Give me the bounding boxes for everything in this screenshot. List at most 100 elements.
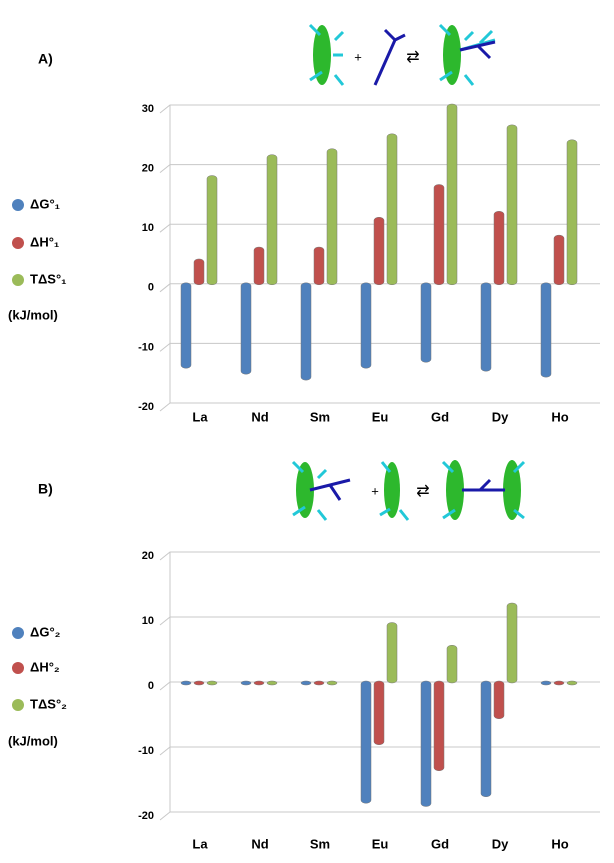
bar: [493, 680, 505, 719]
y-tick-label: 30: [142, 103, 154, 115]
molecule-arms: [308, 23, 345, 86]
ligand: [462, 478, 505, 492]
legend-label: ΔH°₁: [30, 234, 59, 249]
x-tick-label: Nd: [251, 409, 268, 424]
x-tick-label: Sm: [310, 409, 330, 424]
x-tick-label: Dy: [492, 409, 509, 424]
bar: [480, 680, 492, 797]
grid-line: [159, 616, 600, 626]
grid-line: [159, 551, 600, 561]
bar: [300, 680, 312, 686]
grid-line: [159, 164, 600, 173]
molecule: [296, 462, 314, 518]
bar: [300, 282, 312, 381]
x-tick-label: Ho: [551, 836, 568, 851]
y-tick-label: 10: [142, 222, 154, 234]
grid-line: [159, 746, 600, 756]
bar: [253, 246, 265, 286]
bar: [326, 148, 338, 286]
bar: [206, 680, 218, 686]
legend-marker: [12, 662, 24, 674]
legend-label: ΔH°₂: [30, 659, 60, 674]
legend-marker: [12, 199, 24, 211]
bar: [386, 133, 398, 286]
x-tick-label: Nd: [251, 836, 268, 851]
bar: [446, 103, 458, 286]
y-tick-label: 0: [148, 282, 154, 294]
bar: [313, 680, 325, 686]
unit-label: (kJ/mol): [8, 733, 58, 748]
bar: [433, 184, 445, 286]
y-tick-label: 20: [142, 550, 154, 562]
ligand: [309, 478, 351, 501]
y-tick-label: 20: [142, 163, 154, 175]
bar: [386, 622, 398, 684]
bar: [420, 282, 432, 363]
legend-marker: [12, 237, 24, 249]
x-tick-label: Ho: [551, 409, 568, 424]
molecule: [313, 25, 331, 85]
molecule-arms: [379, 461, 410, 521]
scheme-text: +: [371, 483, 379, 498]
unit-label: (kJ/mol): [8, 307, 58, 322]
x-tick-label: La: [192, 836, 208, 851]
legend-label: ΔG°₂: [30, 624, 61, 639]
x-tick-label: Gd: [431, 836, 449, 851]
bar: [506, 602, 518, 684]
bar: [506, 124, 518, 286]
x-tick-label: Eu: [372, 409, 389, 424]
x-tick-label: Eu: [372, 836, 389, 851]
molecule-arms: [438, 23, 496, 86]
bar: [360, 680, 372, 804]
ligand: [373, 28, 406, 86]
legend-marker: [12, 274, 24, 286]
y-tick-label: -20: [138, 401, 154, 413]
panel-label: B): [38, 481, 53, 497]
scheme-bg: [303, 10, 498, 102]
x-tick-label: Gd: [431, 409, 449, 424]
bar: [360, 282, 372, 369]
legend-marker: [12, 699, 24, 711]
y-tick-label: -10: [138, 745, 154, 757]
bar: [540, 680, 552, 686]
molecule: [384, 462, 400, 518]
bar: [253, 680, 265, 686]
panel-label: A): [38, 51, 53, 67]
grid-line: [159, 104, 600, 114]
bar: [446, 645, 458, 684]
ligand: [459, 40, 496, 60]
bar: [240, 680, 252, 686]
scheme-a: [303, 10, 498, 102]
legend-label: TΔS°₂: [30, 696, 67, 711]
scheme-b: [291, 460, 526, 521]
y-tick-label: -20: [138, 810, 154, 822]
bar: [493, 211, 505, 286]
bar: [373, 216, 385, 286]
bar: [480, 282, 492, 372]
bar: [433, 680, 445, 771]
x-tick-label: Dy: [492, 836, 509, 851]
bar: [180, 680, 192, 686]
bar: [566, 680, 578, 686]
legend-label: ΔG°₁: [30, 196, 60, 211]
molecule: [503, 460, 521, 520]
bar: [553, 680, 565, 686]
molecule: [443, 25, 461, 85]
bar: [193, 258, 205, 286]
scheme-text: +: [354, 49, 362, 64]
bar: [420, 680, 432, 807]
scheme-text: ⇄: [406, 49, 419, 66]
bar: [206, 175, 218, 286]
bar: [553, 234, 565, 286]
bar: [266, 680, 278, 686]
bar: [240, 282, 252, 375]
y-tick-label: 10: [142, 615, 154, 627]
legend-marker: [12, 627, 24, 639]
bar: [566, 139, 578, 286]
bar: [266, 154, 278, 286]
bar: [373, 680, 385, 745]
bar: [326, 680, 338, 686]
molecule: [446, 460, 464, 520]
